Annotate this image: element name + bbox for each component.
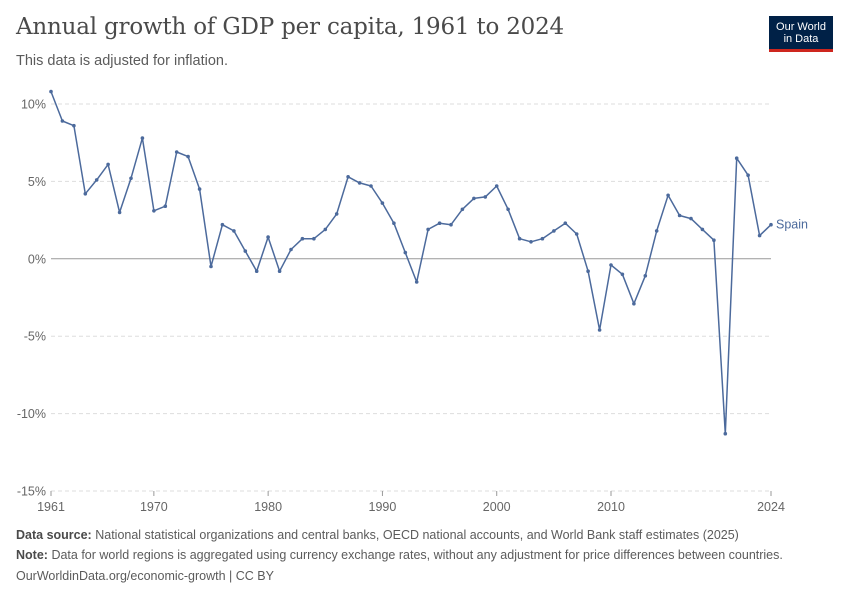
x-tick-label: 2010	[597, 500, 625, 514]
source-text: National statistical organizations and c…	[95, 528, 739, 542]
line-chart: -15% -10% -5% 0% 5% 10% 1961 1970 1980 1990 2000 20…	[17, 89, 808, 514]
series-label-spain: Spain	[776, 218, 808, 232]
footer-note: Note: Data for world regions is aggregat…	[16, 548, 783, 562]
data-point	[666, 193, 670, 198]
y-tick-label: 5%	[28, 175, 46, 189]
data-point	[712, 238, 716, 242]
data-point	[689, 216, 693, 221]
y-tick-label: 10%	[21, 98, 46, 112]
y-tick-label: -5%	[24, 330, 46, 344]
data-point	[300, 236, 305, 241]
data-point	[289, 247, 293, 252]
data-point	[186, 154, 190, 159]
data-point	[426, 227, 430, 232]
x-tick-label: 1980	[254, 500, 282, 514]
data-point	[517, 236, 522, 241]
data-point	[369, 184, 373, 188]
footer-source: Data source: National statistical organi…	[16, 528, 739, 542]
data-point	[460, 207, 465, 212]
data-point	[757, 233, 762, 238]
data-point	[334, 212, 339, 216]
data-point	[254, 269, 259, 274]
data-point	[734, 156, 739, 160]
data-point	[586, 269, 590, 274]
data-point	[140, 136, 145, 140]
data-point	[129, 176, 133, 181]
data-point	[392, 221, 396, 225]
footer-link[interactable]: OurWorldinData.org/economic-growth | CC …	[16, 569, 274, 583]
data-point	[620, 272, 625, 277]
data-point	[197, 187, 202, 191]
data-point	[243, 249, 248, 253]
data-point	[72, 123, 76, 128]
data-point	[94, 178, 99, 182]
data-point	[540, 236, 545, 241]
data-point	[49, 89, 53, 94]
source-label: Data source:	[16, 528, 92, 542]
data-point	[677, 213, 682, 218]
data-point	[380, 201, 385, 205]
y-tick-label: 0%	[28, 252, 46, 266]
data-point	[632, 301, 636, 306]
logo-line-2: in Data	[783, 32, 819, 45]
data-point	[563, 221, 568, 225]
data-point	[483, 195, 488, 199]
data-point	[117, 210, 122, 215]
data-point	[357, 181, 362, 185]
data-point	[106, 162, 110, 167]
data-point	[277, 269, 282, 274]
data-point	[346, 175, 350, 179]
data-point	[152, 209, 156, 213]
data-point	[232, 229, 236, 233]
data-point	[552, 229, 556, 233]
chart-title: Annual growth of GDP per capita, 1961 to…	[16, 14, 564, 40]
data-point	[60, 119, 65, 123]
data-point	[506, 207, 510, 212]
data-point	[609, 263, 613, 267]
x-tick-label: 1970	[140, 500, 168, 514]
logo-line-1: Our World	[776, 20, 826, 33]
data-point	[597, 328, 602, 332]
data-point	[163, 204, 168, 208]
data-point	[437, 221, 442, 225]
data-point	[209, 264, 213, 269]
x-tick-label: 1990	[369, 500, 397, 514]
note-text: Data for world regions is aggregated usi…	[51, 548, 783, 562]
series-line-spain	[50, 91, 772, 435]
x-tick-label: 2024	[757, 500, 785, 514]
data-point	[700, 227, 705, 232]
y-tick-label: -15%	[17, 485, 46, 499]
data-point	[574, 232, 579, 236]
data-point	[494, 184, 499, 188]
data-point	[529, 240, 533, 244]
data-point	[403, 250, 408, 255]
data-point	[449, 222, 453, 227]
y-tick-label: -10%	[17, 407, 46, 421]
data-point	[266, 235, 270, 239]
data-point	[746, 173, 750, 177]
data-point	[643, 274, 648, 278]
data-point	[83, 192, 88, 196]
x-tick-label: 2000	[483, 500, 511, 514]
chart-subtitle: This data is adjusted for inflation.	[16, 53, 228, 69]
data-point	[414, 280, 419, 284]
x-tick-label: 1961	[37, 500, 65, 514]
note-label: Note:	[16, 548, 48, 562]
data-point	[220, 222, 225, 227]
data-point	[769, 222, 773, 227]
data-point	[323, 227, 328, 232]
data-point	[654, 229, 659, 233]
data-point	[174, 150, 179, 154]
owid-logo[interactable]: Our World in Data	[769, 16, 833, 52]
data-point	[472, 196, 476, 201]
data-point	[723, 431, 728, 436]
data-point	[312, 236, 316, 241]
